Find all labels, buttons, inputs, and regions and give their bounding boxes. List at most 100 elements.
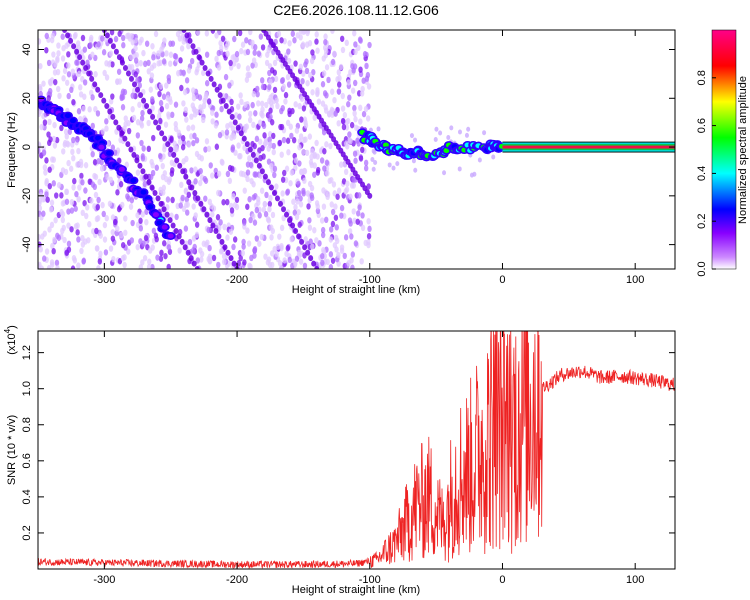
noise-speck [187, 238, 193, 246]
noise-speck [138, 225, 144, 232]
noise-streak [122, 65, 128, 72]
noise-speck [73, 31, 78, 39]
noise-speck [305, 190, 311, 197]
noise-speck [395, 161, 400, 167]
noise-speck [71, 99, 76, 106]
noise-speck [176, 129, 182, 136]
noise-speck [252, 49, 257, 56]
noise-speck [296, 180, 301, 188]
noise-speck [38, 83, 43, 91]
noise-speck [280, 176, 286, 183]
noise-speck [177, 138, 183, 145]
snr-x-axis-title: Height of straight line (km) [292, 584, 420, 596]
noise-speck [250, 62, 255, 69]
track-core [95, 135, 102, 141]
noise-speck [143, 60, 148, 68]
noise-speck [198, 247, 203, 254]
track-core [98, 144, 105, 150]
noise-speck [204, 80, 210, 87]
noise-speck [163, 121, 169, 128]
x-tick-label: -100 [359, 574, 381, 586]
noise-speck [120, 201, 125, 209]
noise-speck [351, 176, 356, 183]
noise-streak [293, 227, 299, 234]
noise-speck [225, 122, 230, 130]
noise-speck [251, 194, 256, 201]
noise-speck [118, 136, 123, 144]
noise-streak [164, 211, 170, 218]
noise-speck [267, 141, 273, 148]
noise-speck [128, 54, 134, 61]
noise-speck [66, 159, 71, 167]
noise-speck [166, 263, 171, 269]
noise-speck [100, 128, 106, 135]
noise-speck [38, 234, 41, 241]
noise-speck [332, 96, 337, 104]
noise-speck [320, 81, 326, 88]
noise-speck [266, 158, 272, 165]
noise-speck [367, 225, 372, 233]
noise-speck [49, 221, 55, 229]
noise-speck [231, 243, 236, 251]
noise-speck [172, 52, 178, 60]
noise-streak [305, 249, 311, 256]
noise-speck [287, 40, 292, 47]
noise-speck [347, 228, 353, 235]
noise-speck [262, 201, 268, 208]
noise-speck [180, 194, 185, 202]
noise-speck [293, 101, 298, 108]
x-tick-label: 100 [626, 574, 644, 586]
noise-speck [350, 251, 356, 258]
noise-speck [164, 102, 170, 110]
noise-speck [272, 69, 277, 76]
spectrogram-x-axis-title: Height of straight line (km) [292, 284, 420, 296]
noise-speck [245, 65, 251, 72]
noise-speck [328, 251, 334, 258]
noise-speck [203, 195, 208, 202]
noise-speck [491, 154, 496, 160]
noise-speck [203, 146, 208, 153]
y-tick-label: 40 [21, 43, 33, 55]
noise-speck [277, 260, 283, 267]
noise-speck [124, 161, 129, 168]
noise-speck [323, 189, 329, 196]
noise-speck [157, 90, 162, 98]
noise-speck [94, 227, 99, 235]
noise-speck [122, 125, 127, 132]
noise-speck [94, 245, 100, 252]
noise-speck [346, 101, 351, 108]
x-tick-label: 0 [499, 574, 505, 586]
noise-streak [220, 97, 226, 104]
noise-speck [268, 194, 273, 202]
noise-speck [294, 255, 300, 263]
noise-speck [193, 166, 198, 173]
noise-speck [112, 218, 118, 226]
carrier-band-core [502, 145, 675, 149]
noise-speck [340, 92, 345, 100]
noise-speck [273, 75, 279, 83]
noise-speck [330, 220, 336, 228]
noise-speck [130, 106, 135, 113]
noise-speck [261, 206, 267, 213]
noise-speck [89, 197, 94, 204]
noise-speck [46, 131, 51, 138]
noise-speck [38, 199, 42, 207]
noise-speck [256, 199, 261, 206]
noise-speck [79, 172, 84, 180]
colorbar: 0.0 0.2 0.4 0.6 0.8 Normalized spectral ampl… [696, 29, 749, 277]
noise-speck [76, 236, 81, 243]
noise-speck [236, 103, 241, 110]
noise-speck [352, 30, 357, 37]
noise-speck [191, 87, 196, 94]
noise-speck [333, 110, 338, 117]
noise-speck [310, 89, 315, 96]
noise-streak [159, 130, 165, 137]
noise-streak [173, 227, 179, 234]
noise-speck [288, 123, 293, 130]
noise-streak [281, 206, 287, 213]
noise-speck [245, 227, 250, 234]
noise-speck [79, 247, 84, 255]
noise-speck [88, 36, 94, 44]
noise-speck [125, 193, 130, 200]
noise-streak [223, 103, 229, 110]
